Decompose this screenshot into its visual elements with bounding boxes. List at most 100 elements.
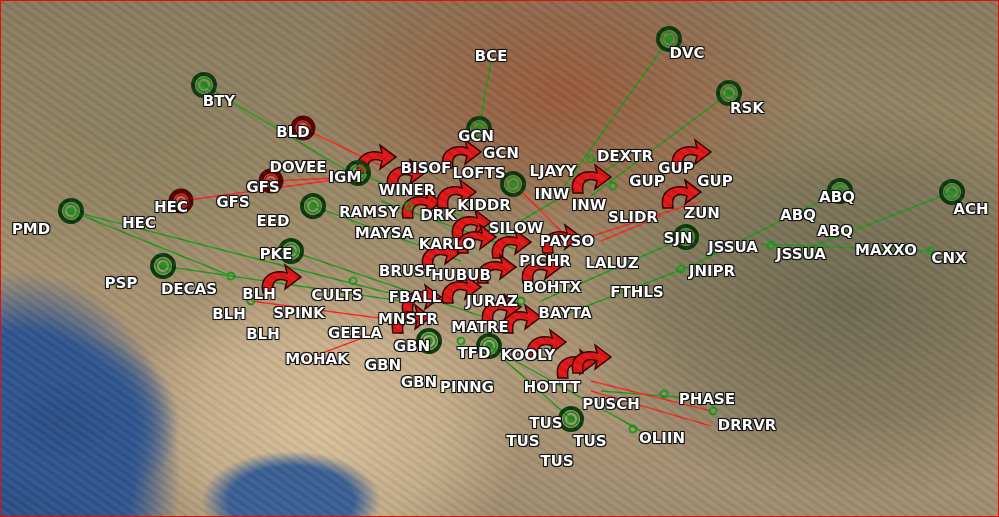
waypoint-label-phase[interactable]: PHASE bbox=[678, 390, 736, 408]
waypoint-label-gcn[interactable]: GCN bbox=[483, 144, 519, 162]
waypoint-label-gfs[interactable]: GFS bbox=[246, 178, 280, 196]
waypoint-label-gup[interactable]: GUP bbox=[697, 172, 733, 190]
navaid-red-icon bbox=[178, 198, 184, 204]
waypoint-label-dovee[interactable]: DOVEE bbox=[269, 158, 327, 176]
waypoint-label-eed[interactable]: EED bbox=[256, 212, 290, 230]
waypoint-label-oliin[interactable]: OLIIN bbox=[638, 429, 686, 447]
waypoint-label-bayta[interactable]: BAYTA bbox=[538, 304, 592, 322]
waypoint-label-geela[interactable]: GEELA bbox=[328, 324, 382, 342]
waypoint-label-pichr[interactable]: PICHR bbox=[519, 252, 571, 270]
waypoint-label-gfs[interactable]: GFS bbox=[216, 193, 250, 211]
waypoint-label-cnx[interactable]: CNX bbox=[931, 249, 967, 267]
waypoint-label-hec[interactable]: HEC bbox=[154, 198, 188, 216]
waypoint-label-tus[interactable]: TUS bbox=[573, 432, 607, 450]
waypoint-label-pmd[interactable]: PMD bbox=[11, 220, 51, 238]
navaid-green-icon bbox=[827, 178, 853, 204]
waypoint-label-gup[interactable]: GUP bbox=[629, 172, 665, 190]
waypoint-label-maysa[interactable]: MAYSA bbox=[354, 224, 414, 242]
waypoint-label-jnipr[interactable]: JNIPR bbox=[688, 262, 736, 280]
waypoint-label-blh[interactable]: BLH bbox=[246, 325, 280, 343]
waypoint-label-pusch[interactable]: PUSCH bbox=[582, 395, 640, 413]
navaid-green-icon bbox=[673, 224, 699, 250]
waypoint-label-tfd[interactable]: TFD bbox=[457, 344, 491, 362]
waypoint-label-inw[interactable]: INW bbox=[571, 196, 607, 214]
route-line-green bbox=[590, 92, 730, 197]
waypoint-label-spink[interactable]: SPINK bbox=[273, 304, 325, 322]
waypoint-label-hec[interactable]: HEC bbox=[122, 214, 156, 232]
waypoint-label-drrvr[interactable]: DRRVR bbox=[717, 416, 777, 434]
navaid-green-icon bbox=[150, 253, 176, 279]
waypoint-label-decas[interactable]: DECAS bbox=[160, 280, 218, 298]
waypoint-label-tus[interactable]: TUS bbox=[506, 432, 540, 450]
navaid-red-icon bbox=[268, 178, 274, 184]
fix-ring-icon bbox=[246, 296, 256, 306]
waypoint-label-rsk[interactable]: RSK bbox=[730, 99, 764, 117]
waypoint-label-gbn[interactable]: GBN bbox=[393, 337, 431, 355]
waypoint-label-payso[interactable]: PAYSO bbox=[539, 232, 595, 250]
waypoint-label-psp[interactable]: PSP bbox=[104, 274, 138, 292]
waypoint-label-inw[interactable]: INW bbox=[534, 185, 570, 203]
waypoint-label-cults[interactable]: CULTS bbox=[311, 286, 363, 304]
waypoint-label-mnstr[interactable]: MNSTR bbox=[377, 310, 439, 328]
waypoint-label-maxxo[interactable]: MAXXO bbox=[855, 241, 917, 259]
waypoint-label-igm[interactable]: IGM bbox=[328, 168, 362, 186]
waypoint-label-jssua[interactable]: JSSUA bbox=[708, 238, 758, 256]
navaid-green-icon bbox=[466, 116, 492, 142]
waypoint-label-hottt[interactable]: HOTTT bbox=[523, 378, 581, 396]
waypoint-label-abq[interactable]: ABQ bbox=[819, 188, 855, 206]
waypoint-label-gup[interactable]: GUP bbox=[658, 159, 694, 177]
waypoint-label-bohtx[interactable]: BOHTX bbox=[522, 278, 582, 296]
route-line-green bbox=[800, 191, 953, 252]
waypoint-label-fthls[interactable]: FTHLS bbox=[610, 283, 664, 301]
waypoint-label-gbn[interactable]: GBN bbox=[364, 356, 402, 374]
waypoint-label-matre[interactable]: MATRE bbox=[451, 318, 509, 336]
waypoint-label-ljayy[interactable]: LJAYY bbox=[529, 162, 577, 180]
waypoint-label-zun[interactable]: ZUN bbox=[684, 204, 720, 222]
fix-ring-icon bbox=[226, 271, 236, 281]
waypoint-label-gbn[interactable]: GBN bbox=[400, 373, 438, 391]
navaid-green-icon bbox=[509, 180, 517, 188]
waypoint-label-dvc[interactable]: DVC bbox=[669, 44, 705, 62]
waypoint-label-gcn[interactable]: GCN bbox=[458, 127, 494, 145]
navaid-red-icon bbox=[174, 194, 188, 208]
waypoint-label-laluz[interactable]: LALUZ bbox=[585, 254, 639, 272]
waypoint-label-jssua[interactable]: JSSUA bbox=[776, 245, 826, 263]
waypoint-label-blh[interactable]: BLH bbox=[242, 285, 276, 303]
waypoint-label-lofts[interactable]: LOFTS bbox=[452, 164, 506, 182]
red-curved-arrow-icon bbox=[391, 303, 433, 334]
waypoint-label-pinng[interactable]: PINNG bbox=[440, 378, 494, 396]
waypoint-label-slidr[interactable]: SLIDR bbox=[608, 208, 658, 226]
waypoint-label-winer[interactable]: WINER bbox=[378, 181, 436, 199]
waypoint-label-brusf[interactable]: BRUSF bbox=[378, 262, 436, 280]
waypoint-label-sjn[interactable]: SJN bbox=[663, 229, 693, 247]
waypoint-label-mohak[interactable]: MOHAK bbox=[285, 350, 349, 368]
waypoint-label-hubub[interactable]: HUBUB bbox=[431, 266, 491, 284]
waypoint-label-blh[interactable]: BLH bbox=[212, 305, 246, 323]
waypoint-label-bld[interactable]: BLD bbox=[276, 123, 310, 141]
waypoint-label-bisof[interactable]: BISOF bbox=[400, 159, 452, 177]
waypoint-label-bty[interactable]: BTY bbox=[202, 92, 236, 110]
route-line-green bbox=[488, 345, 642, 432]
waypoint-label-ach[interactable]: ACH bbox=[953, 200, 989, 218]
waypoint-label-abq[interactable]: ABQ bbox=[817, 222, 853, 240]
waypoint-label-kooly[interactable]: KOOLY bbox=[500, 346, 556, 364]
waypoint-label-drk[interactable]: DRK bbox=[420, 206, 456, 224]
waypoint-label-pke[interactable]: PKE bbox=[259, 245, 293, 263]
waypoint-label-fball[interactable]: FBALL bbox=[388, 288, 442, 306]
navaid-green-icon bbox=[155, 258, 171, 274]
waypoint-label-tus[interactable]: TUS bbox=[529, 414, 563, 432]
waypoint-label-silow[interactable]: SILOW bbox=[488, 219, 544, 237]
waypoint-label-juraz[interactable]: JURAZ bbox=[466, 292, 518, 310]
red-curved-arrow-icon bbox=[541, 223, 583, 254]
route-line-green bbox=[560, 265, 692, 317]
waypoint-label-bce[interactable]: BCE bbox=[474, 47, 508, 65]
waypoint-label-kiddr[interactable]: KIDDR bbox=[457, 196, 511, 214]
waypoint-label-dextr[interactable]: DEXTR bbox=[596, 147, 654, 165]
waypoint-label-tus[interactable]: TUS bbox=[540, 452, 574, 470]
red-curved-arrow-icon bbox=[571, 163, 613, 194]
waypoint-label-abq[interactable]: ABQ bbox=[780, 206, 816, 224]
waypoint-label-karlo[interactable]: KARLO bbox=[418, 235, 476, 253]
fix-ring-icon bbox=[708, 406, 718, 416]
waypoint-label-ramsy[interactable]: RAMSY bbox=[339, 203, 399, 221]
